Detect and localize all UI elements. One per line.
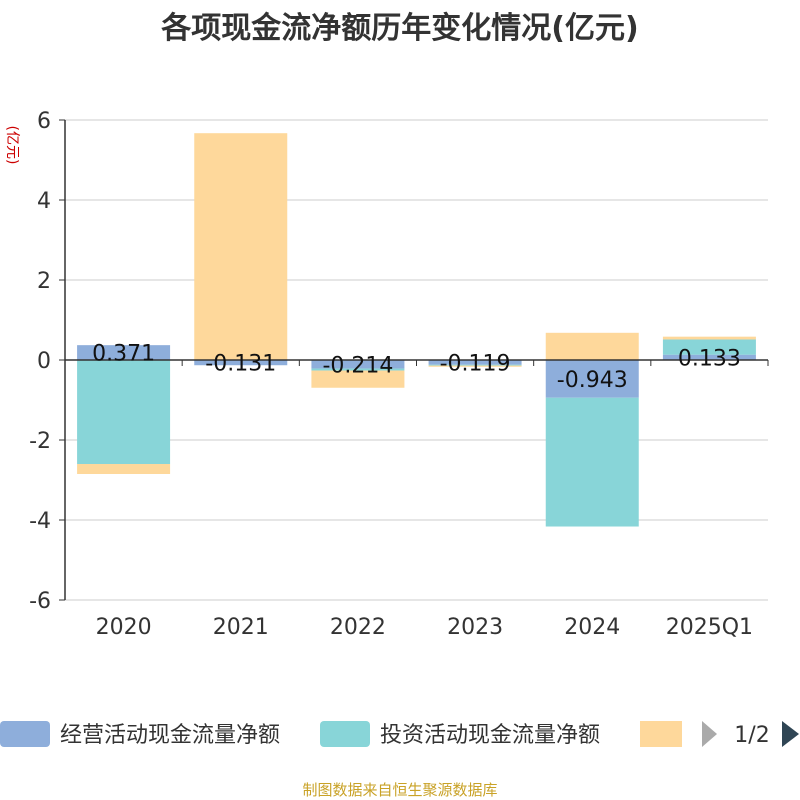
legend-label-investing: 投资活动现金流量净额	[380, 723, 600, 748]
bar-2025Q1-series-2[interactable]	[662, 336, 756, 340]
y-tick-label: -2	[29, 429, 51, 454]
bar-2020-series-1[interactable]	[77, 360, 171, 464]
y-tick-label: 4	[37, 189, 51, 214]
bar-2022-series-0[interactable]	[311, 360, 405, 369]
y-tick-label: 2	[37, 269, 51, 294]
data-label: -0.943	[557, 368, 628, 393]
x-tick-label: 2021	[213, 615, 269, 640]
data-label: 0.133	[678, 346, 741, 371]
data-label: -0.131	[205, 352, 276, 377]
legend: 经营活动现金流量净额 投资活动现金流量净额 1/2	[0, 721, 799, 748]
legend-next-icon[interactable]	[782, 721, 799, 747]
data-labels: 0.371 -0.131 -0.214 -0.119 -0.943 0.133	[92, 342, 741, 393]
legend-label-operating: 经营活动现金流量净额	[60, 723, 280, 748]
data-label: 0.371	[92, 342, 155, 367]
bar-2025Q1-series-1[interactable]	[662, 339, 756, 355]
legend-swatch-third	[640, 721, 682, 747]
data-source: 制图数据来自恒生聚源数据库	[302, 781, 497, 799]
bar-2024-series-2[interactable]	[545, 332, 639, 360]
legend-swatch-operating	[0, 721, 50, 747]
legend-prev-icon[interactable]	[702, 721, 717, 747]
x-tick-label: 2024	[564, 615, 620, 640]
y-tick-label: 0	[37, 349, 51, 374]
bar-2024-series-0[interactable]	[545, 360, 639, 398]
y-axis-unit: (亿元)	[4, 126, 20, 165]
x-tick-label: 2023	[447, 615, 503, 640]
bars-group	[77, 133, 756, 527]
x-tick-label: 2025Q1	[666, 615, 753, 640]
x-tick-label: 2020	[96, 615, 152, 640]
bar-2023-series-2[interactable]	[428, 365, 522, 367]
bar-2025Q1-series-0[interactable]	[662, 354, 756, 360]
y-tick-label: 6	[37, 109, 51, 134]
axes	[64, 120, 769, 600]
bar-2022-series-2[interactable]	[311, 370, 405, 388]
legend-swatch-investing	[320, 721, 370, 747]
bar-2022-series-1[interactable]	[311, 368, 405, 371]
data-label: -0.119	[440, 351, 511, 376]
bar-2023-series-0[interactable]	[428, 360, 522, 365]
data-label: -0.214	[322, 353, 393, 378]
y-tick-label: -6	[29, 589, 51, 614]
chart-title: 各项现金流净额历年变化情况(亿元)	[160, 11, 638, 46]
bar-2021-series-0[interactable]	[194, 360, 288, 366]
tick-labels: 6 4 2 0 -2 -4 -6 2020 2021 2022 2023 2024 2025Q1	[29, 109, 753, 640]
y-tick-label: -4	[29, 509, 51, 534]
bar-2023-series-1[interactable]	[428, 364, 522, 366]
legend-page-indicator: 1/2	[734, 723, 769, 748]
bar-2021-series-2[interactable]	[194, 133, 288, 360]
bar-2020-series-0[interactable]	[77, 345, 171, 360]
bar-2024-series-1[interactable]	[545, 397, 639, 527]
x-tick-label: 2022	[330, 615, 386, 640]
bar-2020-series-2[interactable]	[77, 464, 171, 474]
